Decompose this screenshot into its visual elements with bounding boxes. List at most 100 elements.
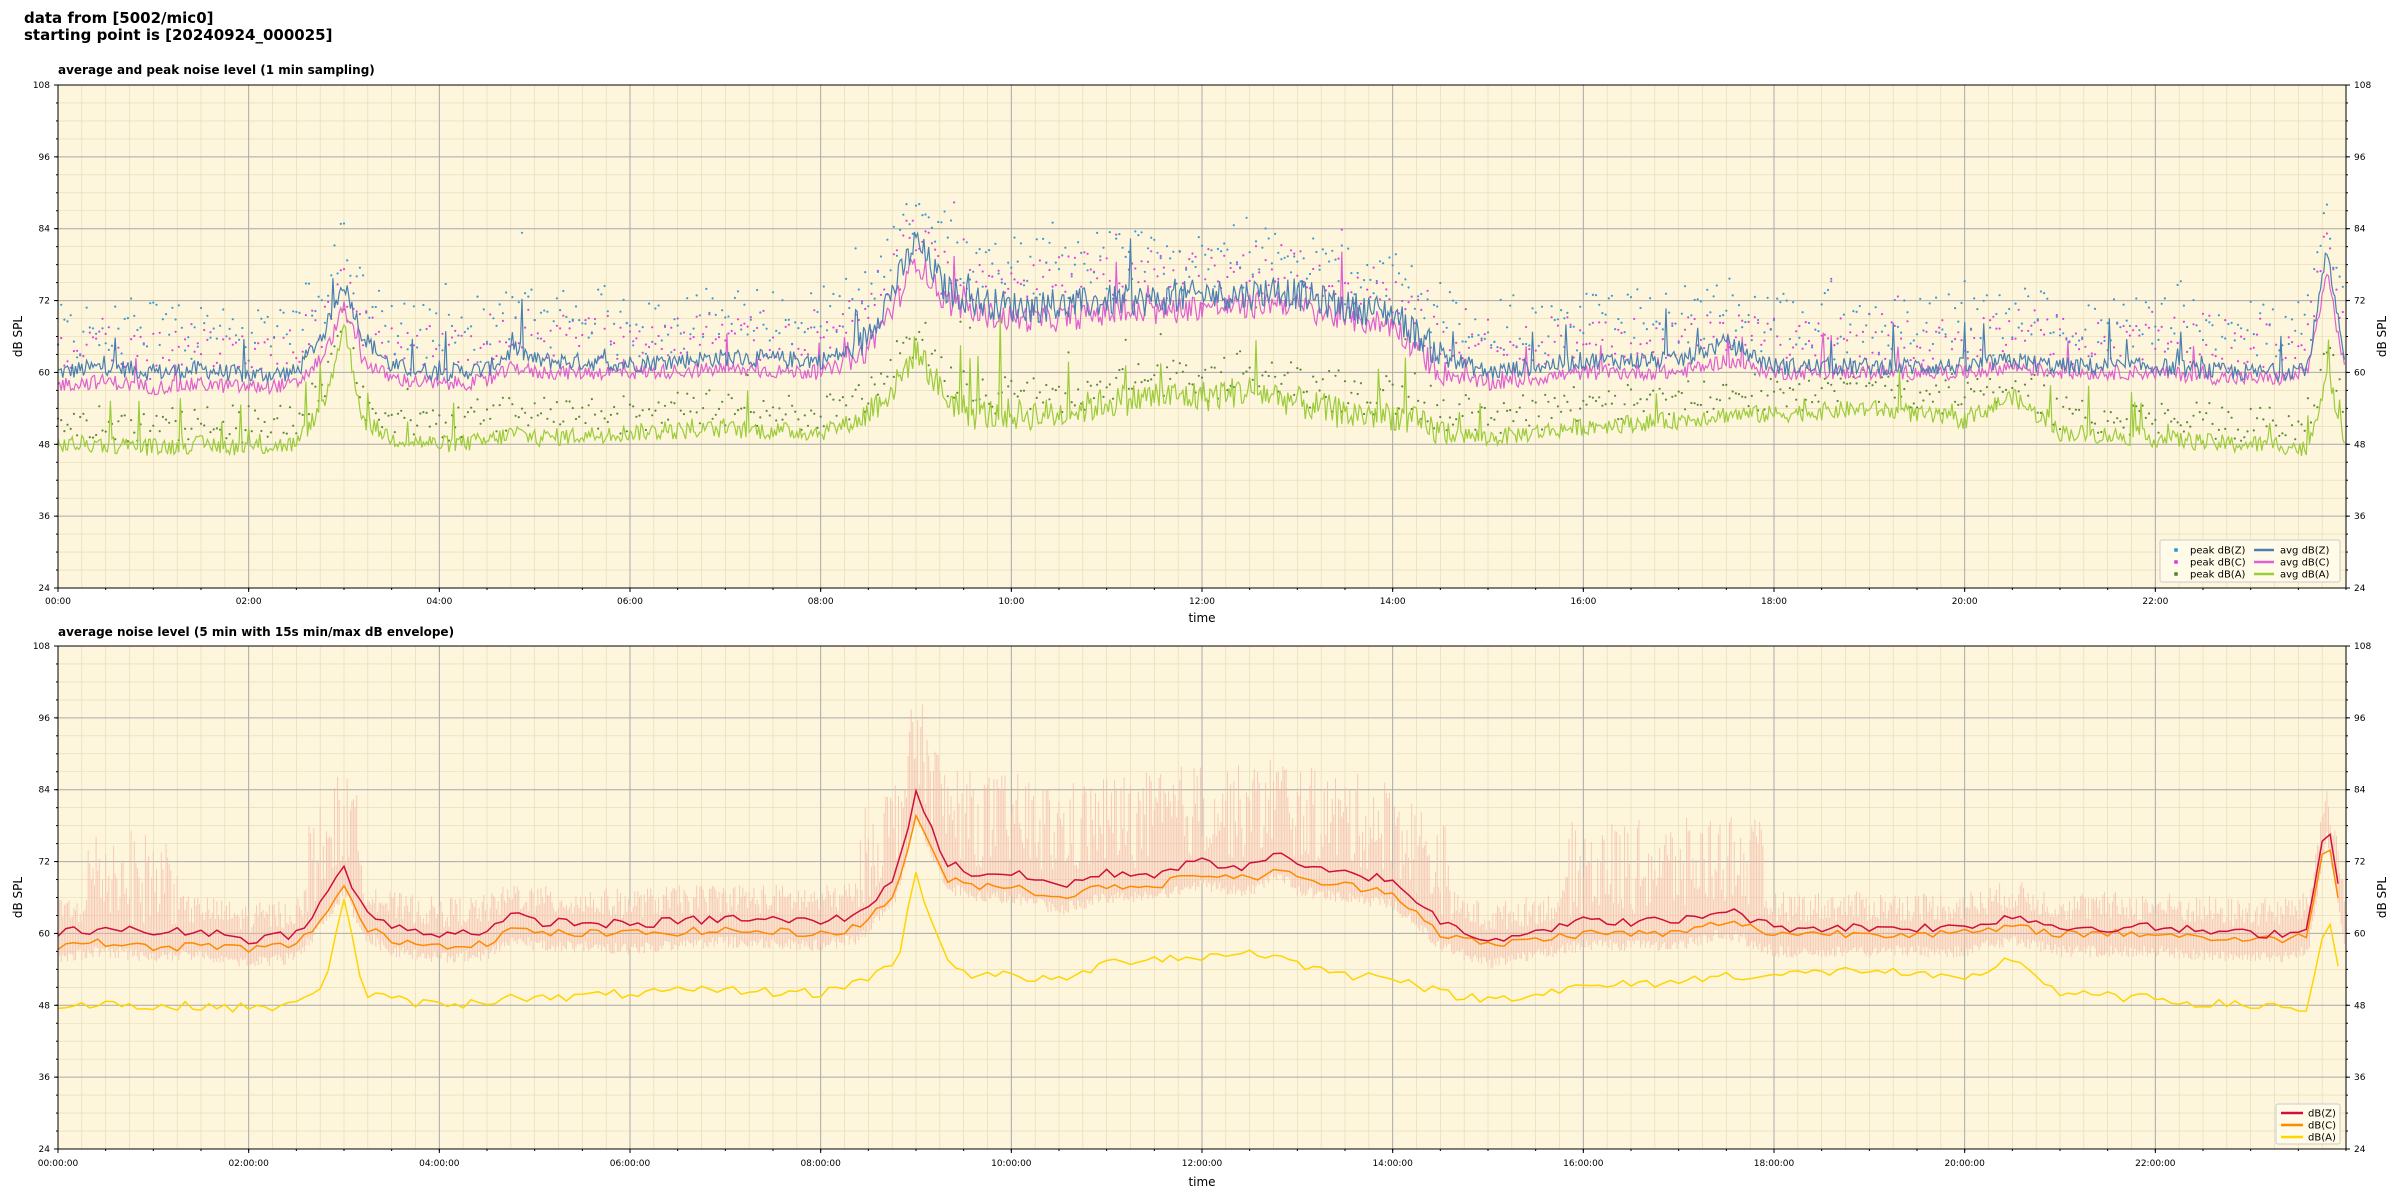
peak-point (1880, 376, 1884, 379)
peak-point (2243, 362, 2246, 365)
peak-point (1153, 268, 1156, 271)
peak-point (463, 415, 466, 418)
peak-point (2300, 332, 2303, 335)
peak-point (1598, 396, 1601, 399)
peak-point (1744, 321, 1747, 324)
peak-point (822, 336, 825, 339)
peak-point (730, 322, 733, 325)
peak-point (1588, 323, 1591, 326)
peak-point (1935, 384, 1938, 387)
peak-point (384, 324, 387, 327)
peak-point (1877, 353, 1880, 356)
peak-point (743, 303, 746, 306)
peak-point (829, 393, 832, 396)
peak-point (450, 324, 454, 328)
peak-point (91, 336, 95, 339)
peak-point (1985, 386, 1988, 389)
peak-point (686, 297, 689, 300)
peak-point (460, 334, 463, 337)
peak-point (234, 334, 238, 337)
peak-point (1846, 339, 1849, 342)
peak-point (1896, 325, 1899, 328)
y-tick-label-right: 48 (2354, 1001, 2366, 1011)
peak-point (663, 404, 667, 407)
peak-point (1880, 330, 1884, 333)
peak-point (581, 406, 584, 409)
peak-point (2252, 429, 2255, 432)
peak-point (2084, 345, 2087, 348)
peak-point (63, 364, 66, 367)
peak-point (457, 334, 460, 337)
peak-point (1575, 349, 1579, 352)
peak-point (905, 336, 908, 339)
peak-point (845, 277, 848, 280)
peak-point (673, 318, 676, 321)
peak-point (578, 344, 581, 348)
peak-point (139, 326, 142, 329)
peak-point (1798, 383, 1801, 386)
peak-point (822, 285, 825, 288)
peak-point (708, 389, 711, 392)
peak-point (168, 333, 171, 336)
peak-point (524, 292, 527, 295)
peak-point (1251, 275, 1254, 278)
peak-point (1248, 279, 1251, 282)
peak-point (1054, 261, 1057, 264)
peak-point (276, 325, 279, 328)
peak-point (1007, 385, 1010, 388)
peak-point (524, 411, 527, 414)
peak-point (1054, 389, 1057, 392)
peak-point (199, 422, 203, 425)
peak-point (2182, 304, 2185, 307)
peak-point (390, 413, 393, 416)
peak-point (158, 430, 161, 433)
peak-point (520, 407, 524, 410)
peak-point (1388, 298, 1391, 301)
peak-point (2284, 434, 2287, 437)
peak-point (883, 288, 886, 291)
peak-point (628, 324, 632, 327)
peak-point (1960, 403, 1963, 406)
peak-point (981, 285, 984, 288)
peak-point (1121, 285, 1124, 288)
peak-point (1782, 391, 1785, 394)
peak-point (1401, 283, 1404, 286)
peak-point (1296, 367, 1299, 370)
peak-point (1839, 377, 1842, 380)
peak-point (1077, 388, 1080, 391)
peak-point (66, 320, 69, 323)
peak-point (2189, 347, 2192, 350)
peak-point (1966, 357, 1969, 360)
peak-point (1931, 357, 1934, 360)
peak-point (1439, 415, 1442, 419)
peak-point (816, 310, 819, 314)
peak-point (368, 316, 371, 319)
peak-point (1550, 416, 1553, 420)
peak-point (1229, 266, 1232, 270)
peak-point (1451, 423, 1455, 426)
peak-point (1429, 331, 1432, 334)
peak-point (2138, 409, 2141, 413)
peak-point (2043, 333, 2046, 336)
peak-point (1963, 280, 1966, 283)
peak-point (679, 351, 682, 354)
peak-point (1931, 342, 1934, 346)
peak-point (2144, 301, 2147, 304)
peak-point (2275, 424, 2278, 427)
peak-point (460, 436, 463, 439)
peak-point (1318, 389, 1321, 392)
peak-point (1223, 254, 1226, 257)
peak-point (908, 236, 911, 239)
peak-point (1846, 351, 1849, 354)
peak-point (1464, 308, 1467, 311)
peak-point (1312, 375, 1315, 378)
peak-point (2192, 299, 2195, 302)
peak-point (2268, 406, 2271, 409)
peak-point (867, 305, 870, 308)
peak-point (1436, 322, 1439, 326)
peak-point (253, 347, 257, 350)
peak-point (311, 314, 314, 317)
peak-point (2221, 335, 2224, 338)
peak-point (1197, 236, 1200, 239)
peak-point (234, 427, 238, 430)
